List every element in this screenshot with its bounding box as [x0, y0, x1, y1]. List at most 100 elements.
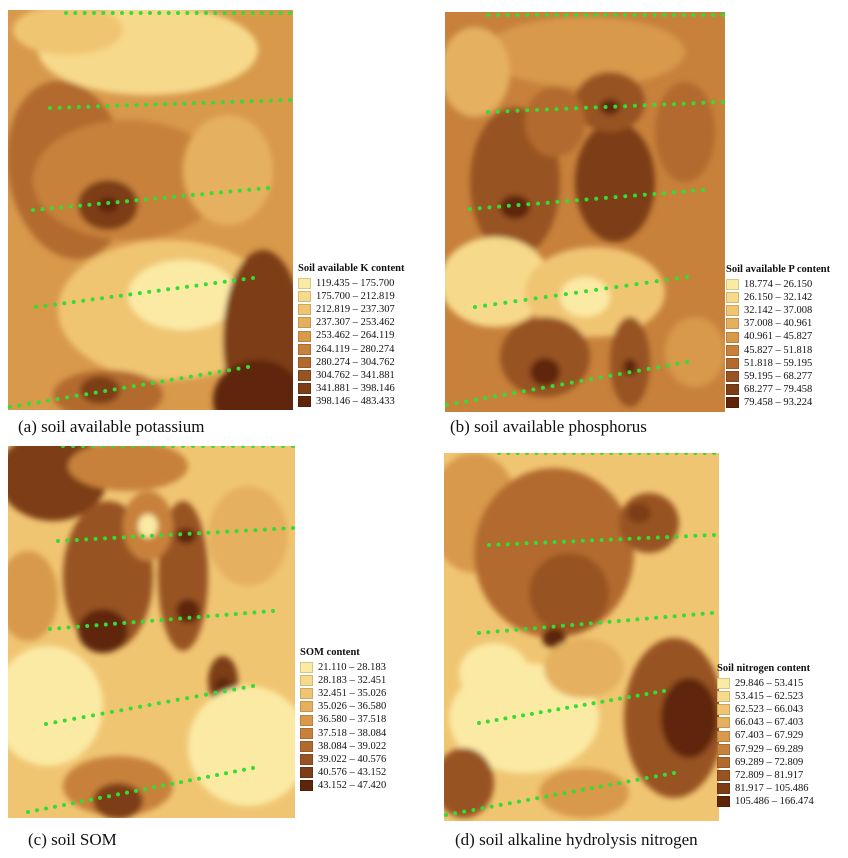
sample-point	[477, 631, 481, 635]
legend-label: 37.008 – 40.961	[744, 318, 813, 330]
sample-point	[485, 719, 490, 724]
sample-point	[565, 705, 570, 710]
sample-point	[562, 539, 566, 544]
sample-point	[73, 11, 78, 15]
sample-point	[477, 206, 482, 211]
sample-point	[166, 11, 171, 15]
sample-point	[187, 615, 192, 620]
contour-zone	[445, 27, 510, 117]
legend-label: 67.929 – 69.289	[735, 743, 804, 755]
sample-point	[119, 708, 124, 713]
sample-point	[672, 771, 676, 775]
sample-point	[53, 804, 57, 809]
sample-point	[82, 11, 87, 15]
legend-swatch	[298, 291, 311, 303]
sample-point	[653, 690, 658, 695]
sample-point	[222, 279, 227, 284]
sample-point	[211, 100, 216, 105]
sample-point	[542, 625, 547, 630]
sample-point	[653, 774, 658, 779]
legend-item: 32.142 – 37.008	[726, 304, 830, 317]
sample-point	[201, 100, 206, 105]
legend-item: 264.119 – 280.274	[298, 343, 404, 356]
sample-point	[112, 387, 117, 392]
sample-point	[59, 205, 64, 210]
sample-point	[153, 102, 158, 107]
sample-point	[609, 698, 614, 703]
sample-point	[498, 802, 503, 807]
sample-point	[35, 808, 39, 813]
sample-point	[100, 296, 104, 301]
sample-point	[103, 536, 107, 541]
sample-point	[633, 193, 637, 198]
sample-point	[646, 535, 651, 540]
sample-point	[525, 13, 530, 17]
legend-label: 28.183 – 32.451	[318, 675, 387, 687]
sample-point	[249, 99, 254, 104]
sample-point	[526, 202, 531, 207]
sample-point	[72, 716, 77, 721]
legend-item: 212.819 – 237.307	[298, 303, 404, 316]
legend-label: 253.462 – 264.119	[316, 330, 395, 342]
sample-point	[574, 13, 579, 17]
som-map	[8, 446, 295, 818]
sample-point	[204, 11, 208, 15]
sample-point	[251, 684, 255, 688]
sample-point	[106, 201, 111, 205]
sample-point	[562, 453, 567, 455]
sample-point	[672, 614, 677, 619]
sample-point	[271, 446, 275, 448]
sample-point	[71, 446, 75, 448]
legend-swatch	[726, 318, 739, 330]
sample-point	[521, 389, 526, 394]
sample-point	[236, 366, 241, 371]
legend-a: Soil available K content 119.435 – 175.7…	[298, 262, 404, 408]
legend-label: 237.307 – 253.462	[316, 317, 395, 329]
caption-b: (b) soil available phosphorus	[450, 417, 647, 436]
sample-point	[494, 718, 499, 722]
sample-point	[642, 192, 647, 197]
sample-point	[251, 276, 255, 280]
legend-swatch	[717, 678, 730, 690]
legend-swatch	[300, 675, 313, 687]
sample-point	[590, 538, 595, 543]
sample-point	[197, 531, 201, 536]
sample-point	[182, 101, 187, 106]
sample-point	[198, 373, 203, 377]
sample-point	[664, 277, 669, 282]
legend-item: 51.818 – 59.195	[726, 357, 830, 370]
legend-label: 69.289 – 72.809	[735, 756, 804, 768]
sample-point	[197, 776, 201, 781]
legend-item: 68.277 – 79.458	[726, 383, 830, 396]
sample-point	[121, 446, 125, 448]
contour-zone	[8, 551, 58, 641]
legend-swatch	[726, 370, 739, 382]
sample-point	[525, 108, 530, 113]
sample-point	[637, 368, 641, 373]
sample-point	[251, 766, 255, 770]
legend-item: 40.961 – 45.827	[726, 330, 830, 343]
legend-item: 43.152 – 47.420	[300, 779, 386, 792]
legend-label: 264.119 – 280.274	[316, 343, 395, 355]
sample-point	[582, 702, 587, 707]
legend-label: 32.451 – 35.026	[318, 688, 387, 700]
sample-point	[141, 382, 146, 387]
potassium-map	[8, 10, 293, 410]
sample-point	[150, 618, 155, 623]
legend-item: 18.774 – 26.150	[726, 278, 830, 291]
legend-item: 67.403 – 67.929	[717, 729, 814, 742]
sample-point	[150, 381, 155, 385]
contour-zone	[655, 82, 715, 182]
sample-point	[228, 189, 233, 194]
legend-item: 341.881 – 398.146	[298, 382, 404, 395]
legend-swatch	[298, 382, 311, 394]
sample-point	[144, 102, 148, 107]
sample-point	[281, 446, 285, 448]
sample-point	[121, 535, 126, 540]
sample-point	[570, 623, 575, 627]
legend-item: 237.307 – 253.462	[298, 316, 404, 329]
sample-point	[107, 794, 111, 799]
legend-title: SOM content	[300, 647, 360, 658]
sample-point	[156, 288, 161, 293]
sample-point	[462, 809, 467, 814]
